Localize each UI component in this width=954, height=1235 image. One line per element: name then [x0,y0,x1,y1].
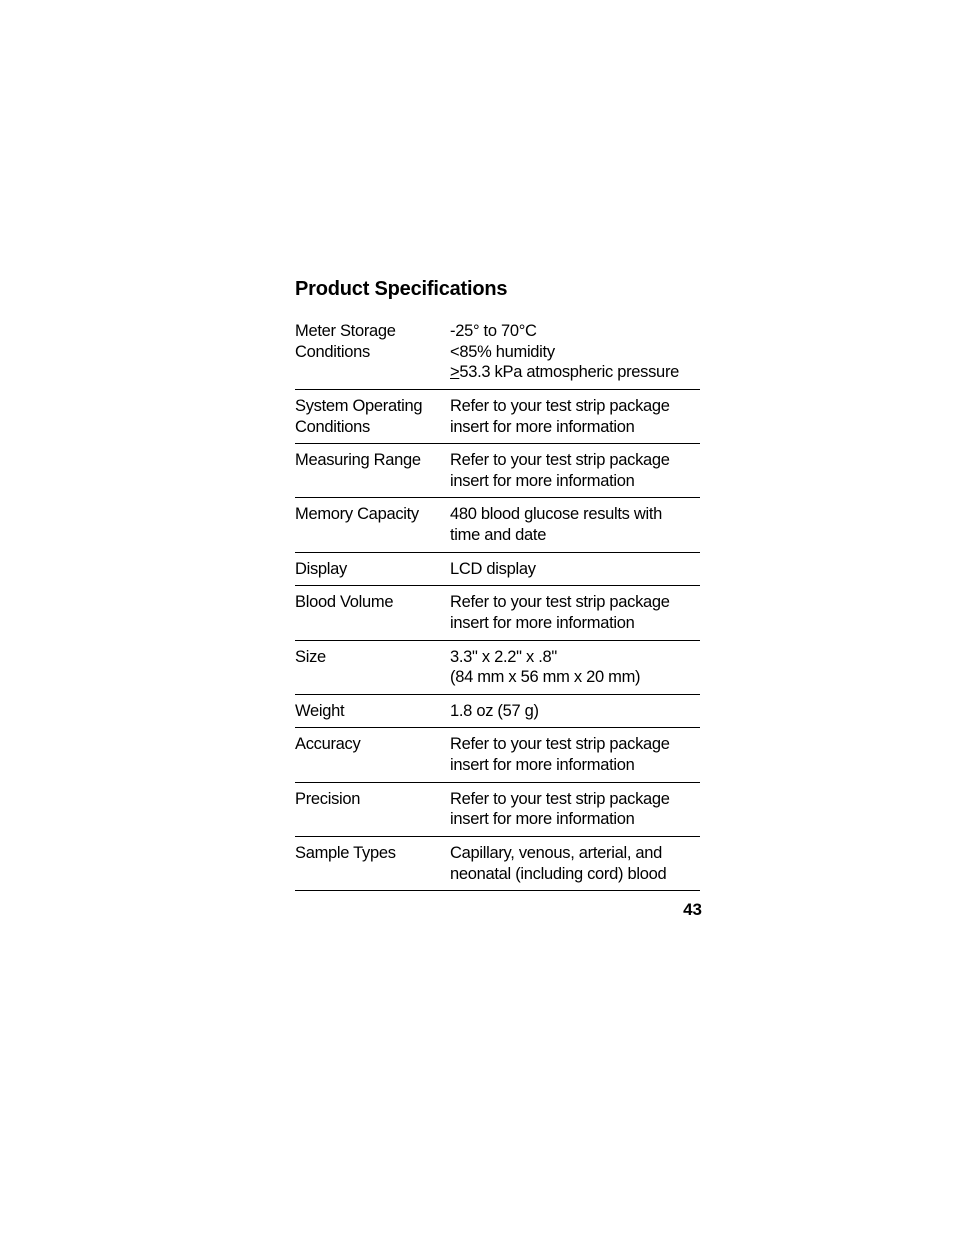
spec-label-precision: Precision [295,782,450,836]
spec-table: Meter Storage Conditions -25° to 70°C <8… [295,315,700,891]
spec-value-memory-capacity: 480 blood glucose results with time and … [450,498,700,552]
gte-underline: > [450,363,459,381]
spec-label-line: Conditions [295,343,370,361]
spec-label-line: Display [295,560,347,578]
spec-label-line: Conditions [295,418,370,436]
spec-value-line: <85% humidity [450,343,555,361]
table-row: Blood Volume Refer to your test strip pa… [295,586,700,640]
spec-value-line: 480 blood glucose results with [450,505,662,523]
spec-label-weight: Weight [295,694,450,728]
table-row: Display LCD display [295,552,700,586]
spec-value-line: insert for more information [450,810,634,828]
spec-value-line: Refer to your test strip package [450,790,670,808]
spec-label-line: Sample Types [295,844,396,862]
spec-label-meter-storage: Meter Storage Conditions [295,315,450,389]
section-heading: Product Specifications [295,278,700,301]
spec-label-line: Size [295,648,326,666]
spec-value-system-operating: Refer to your test strip package insert … [450,389,700,443]
spec-label-accuracy: Accuracy [295,728,450,782]
spec-label-measuring-range: Measuring Range [295,444,450,498]
table-row: Accuracy Refer to your test strip packag… [295,728,700,782]
table-row: System Operating Conditions Refer to you… [295,389,700,443]
table-row: Weight 1.8 oz (57 g) [295,694,700,728]
table-row: Precision Refer to your test strip packa… [295,782,700,836]
spec-label-blood-volume: Blood Volume [295,586,450,640]
spec-label-display: Display [295,552,450,586]
spec-value-display: LCD display [450,552,700,586]
spec-value-measuring-range: Refer to your test strip package insert … [450,444,700,498]
spec-label-memory-capacity: Memory Capacity [295,498,450,552]
spec-value-line: Refer to your test strip package [450,451,670,469]
spec-value-line: 1.8 oz (57 g) [450,702,539,720]
spec-value-line: Refer to your test strip package [450,593,670,611]
spec-value-weight: 1.8 oz (57 g) [450,694,700,728]
spec-value-line: insert for more information [450,472,634,490]
spec-label-line: Memory Capacity [295,505,419,523]
table-row: Measuring Range Refer to your test strip… [295,444,700,498]
table-row: Meter Storage Conditions -25° to 70°C <8… [295,315,700,389]
spec-label-line: Measuring Range [295,451,421,469]
spec-label-line: Weight [295,702,344,720]
spec-label-line: Accuracy [295,735,360,753]
table-row: Sample Types Capillary, venous, arterial… [295,836,700,890]
spec-label-size: Size [295,640,450,694]
spec-label-line: Meter Storage [295,322,396,340]
spec-value-line: (84 mm x 56 mm x 20 mm) [450,668,640,686]
spec-value-line: Refer to your test strip package [450,397,670,415]
spec-value-blood-volume: Refer to your test strip package insert … [450,586,700,640]
table-row: Memory Capacity 480 blood glucose result… [295,498,700,552]
spec-value-sample-types: Capillary, venous, arterial, and neonata… [450,836,700,890]
spec-label-sample-types: Sample Types [295,836,450,890]
spec-value-size: 3.3" x 2.2" x .8" (84 mm x 56 mm x 20 mm… [450,640,700,694]
spec-value-precision: Refer to your test strip package insert … [450,782,700,836]
spec-value-line: neonatal (including cord) blood [450,865,666,883]
spec-value-line: LCD display [450,560,536,578]
spec-label-line: System Operating [295,397,422,415]
spec-value-line: Refer to your test strip package [450,735,670,753]
spec-value-meter-storage: -25° to 70°C <85% humidity >53.3 kPa atm… [450,315,700,389]
spec-value-accuracy: Refer to your test strip package insert … [450,728,700,782]
spec-value-line: insert for more information [450,756,634,774]
spec-label-line: Blood Volume [295,593,393,611]
spec-value-line: insert for more information [450,614,634,632]
spec-value-line: 53.3 kPa atmospheric pressure [459,363,679,381]
spec-value-line: insert for more information [450,418,634,436]
gte-symbol: > [450,362,459,383]
spec-value-line: time and date [450,526,546,544]
spec-value-line: -25° to 70°C [450,322,537,340]
spec-value-line: 3.3" x 2.2" x .8" [450,648,557,666]
table-row: Size 3.3" x 2.2" x .8" (84 mm x 56 mm x … [295,640,700,694]
spec-value-line: Capillary, venous, arterial, and [450,844,662,862]
spec-page: Product Specifications Meter Storage Con… [295,278,700,891]
spec-label-system-operating: System Operating Conditions [295,389,450,443]
spec-label-line: Precision [295,790,360,808]
page-number: 43 [683,900,702,920]
